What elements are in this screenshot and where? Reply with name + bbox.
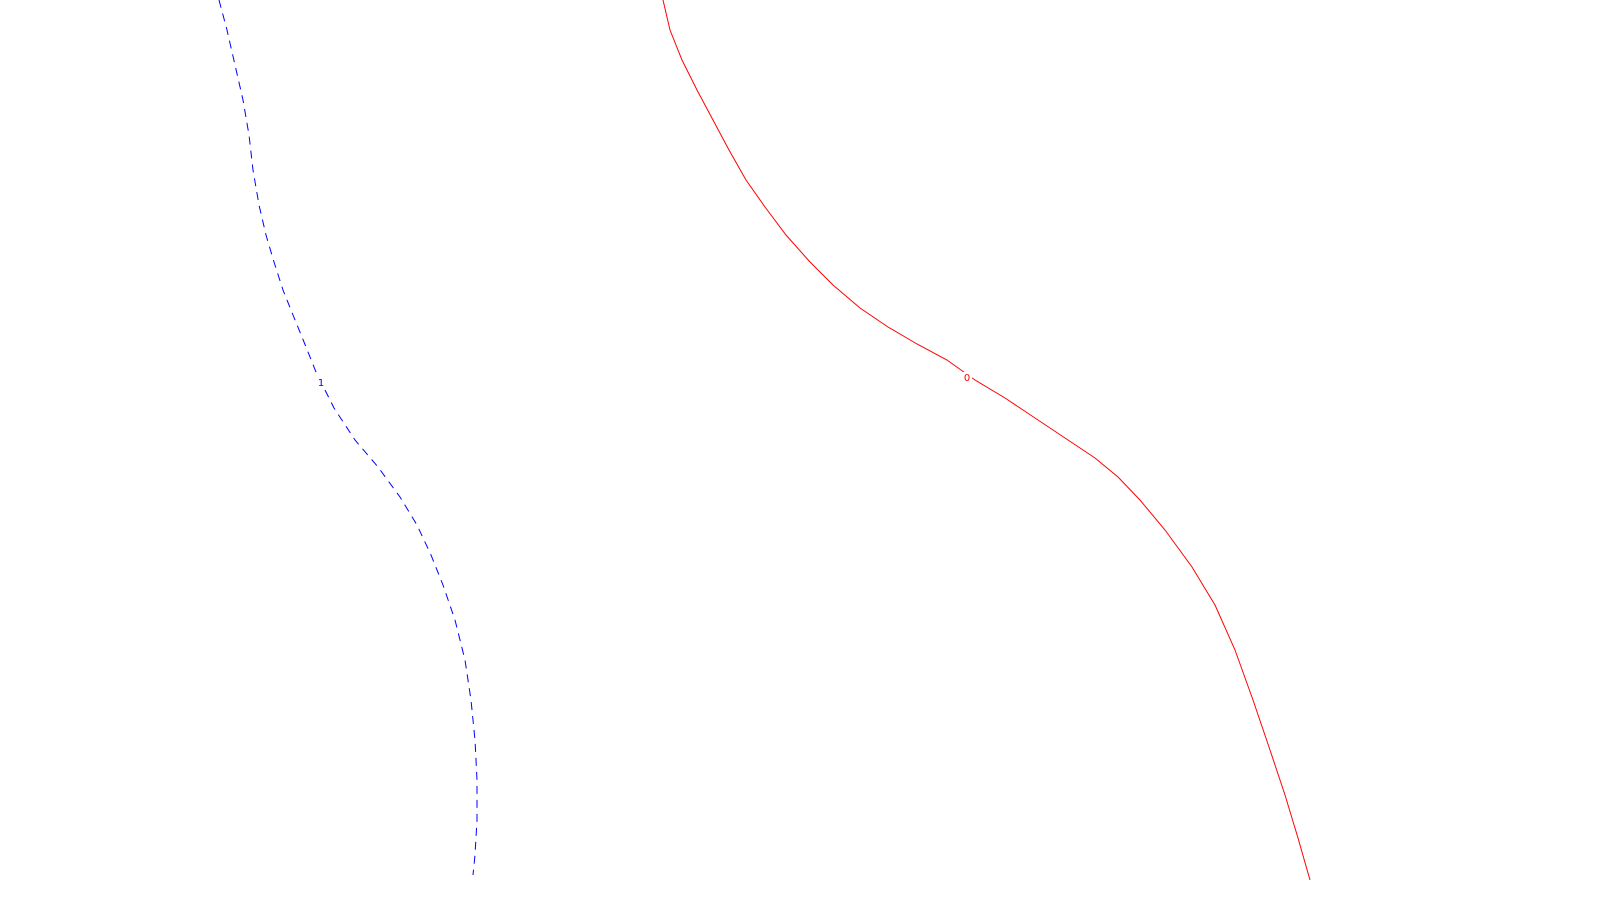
series-label-bg-1 (316, 377, 326, 388)
series-line-0 (662, 0, 1311, 881)
series-label-1: 1 (318, 378, 324, 389)
series-label-0: 0 (964, 373, 970, 384)
series-line-1 (218, 0, 478, 876)
series-layer (218, 0, 1311, 881)
series-label-bg-0 (962, 372, 972, 383)
